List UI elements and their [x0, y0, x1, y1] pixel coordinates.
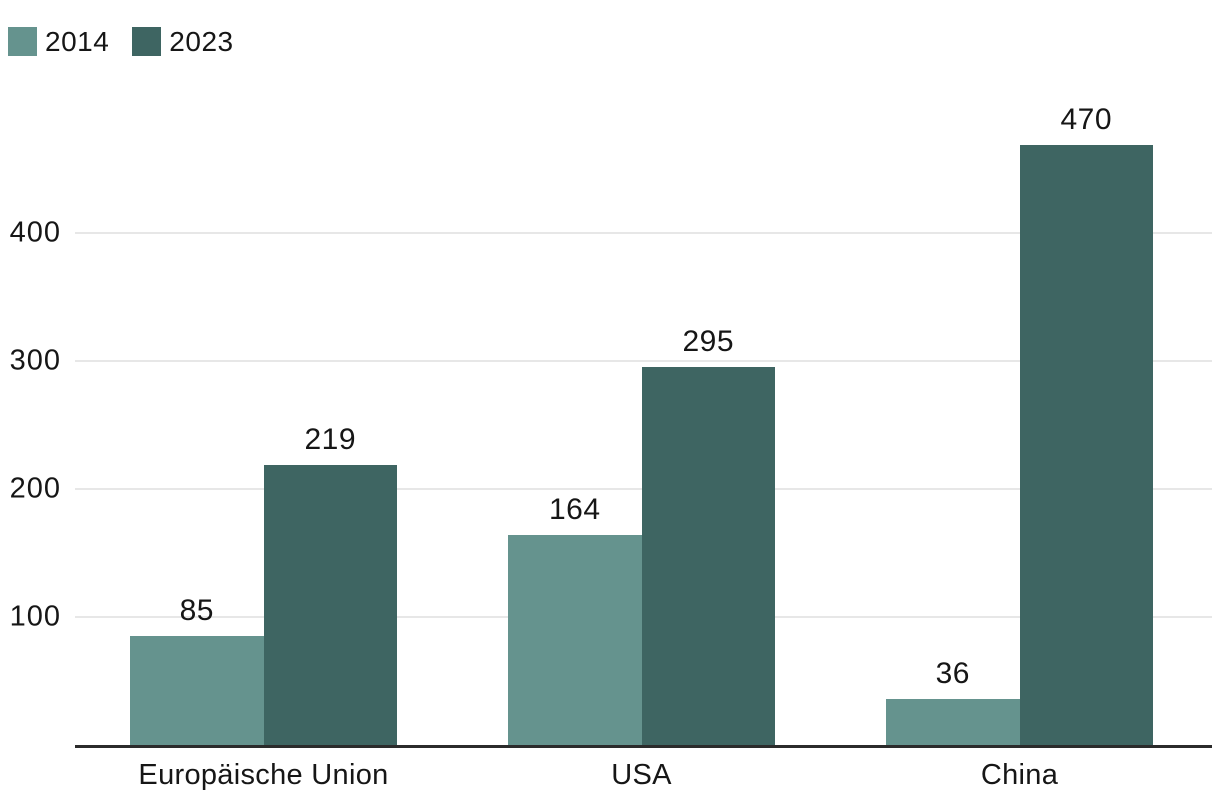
category-label: USA	[611, 759, 672, 791]
bar-2014	[886, 698, 1020, 745]
bar-2023	[1019, 145, 1153, 745]
bar-groups: 85 219 Europäische Union 164 295 USA 36 470 Chin…	[75, 103, 1212, 790]
y-tick-label: 300	[9, 344, 61, 377]
bar-column: 164	[508, 105, 642, 745]
legend-swatch-icon	[8, 27, 37, 56]
legend-item-2023: 2023	[132, 27, 233, 56]
bar-column: 85	[130, 105, 264, 745]
category-label: China	[980, 759, 1059, 791]
legend-swatch-icon	[132, 27, 162, 56]
bar-column: 219	[263, 105, 397, 745]
y-tick-label: 200	[9, 472, 61, 505]
legend-label: 2014	[45, 25, 110, 57]
bar-value-label: 295	[682, 325, 735, 359]
bar-value-label: 164	[548, 493, 601, 527]
category-label: Europäische Union	[138, 759, 389, 791]
bar-2023	[263, 464, 397, 745]
gridline	[75, 232, 1212, 234]
bar-2014	[130, 636, 264, 745]
bar-column: 295	[641, 105, 775, 745]
y-axis: 100 200 300 400	[0, 105, 61, 745]
bar-column: 470	[1019, 103, 1153, 745]
y-tick-label: 400	[9, 216, 61, 249]
bar-value-label: 470	[1060, 103, 1113, 136]
bar-value-label: 36	[935, 656, 970, 690]
plot-area: 85 219 Europäische Union 164 295 USA 36 470 Chin…	[75, 103, 1212, 790]
bar-group: 164 295 USA	[508, 105, 775, 790]
gridline	[75, 360, 1212, 362]
bar-group: 85 219 Europäische Union	[130, 105, 397, 790]
bar-column: 36	[886, 105, 1020, 745]
legend-label: 2023	[169, 25, 234, 57]
bar-group: 36 470 China	[886, 103, 1153, 790]
y-tick-label: 100	[9, 600, 61, 633]
bar-value-label: 85	[179, 594, 214, 628]
chart-legend: 2014 2023	[8, 27, 257, 56]
bar-2023	[641, 367, 775, 745]
bar-value-label: 219	[304, 422, 357, 456]
legend-item-2014: 2014	[8, 27, 109, 56]
bar-2014	[508, 535, 642, 745]
